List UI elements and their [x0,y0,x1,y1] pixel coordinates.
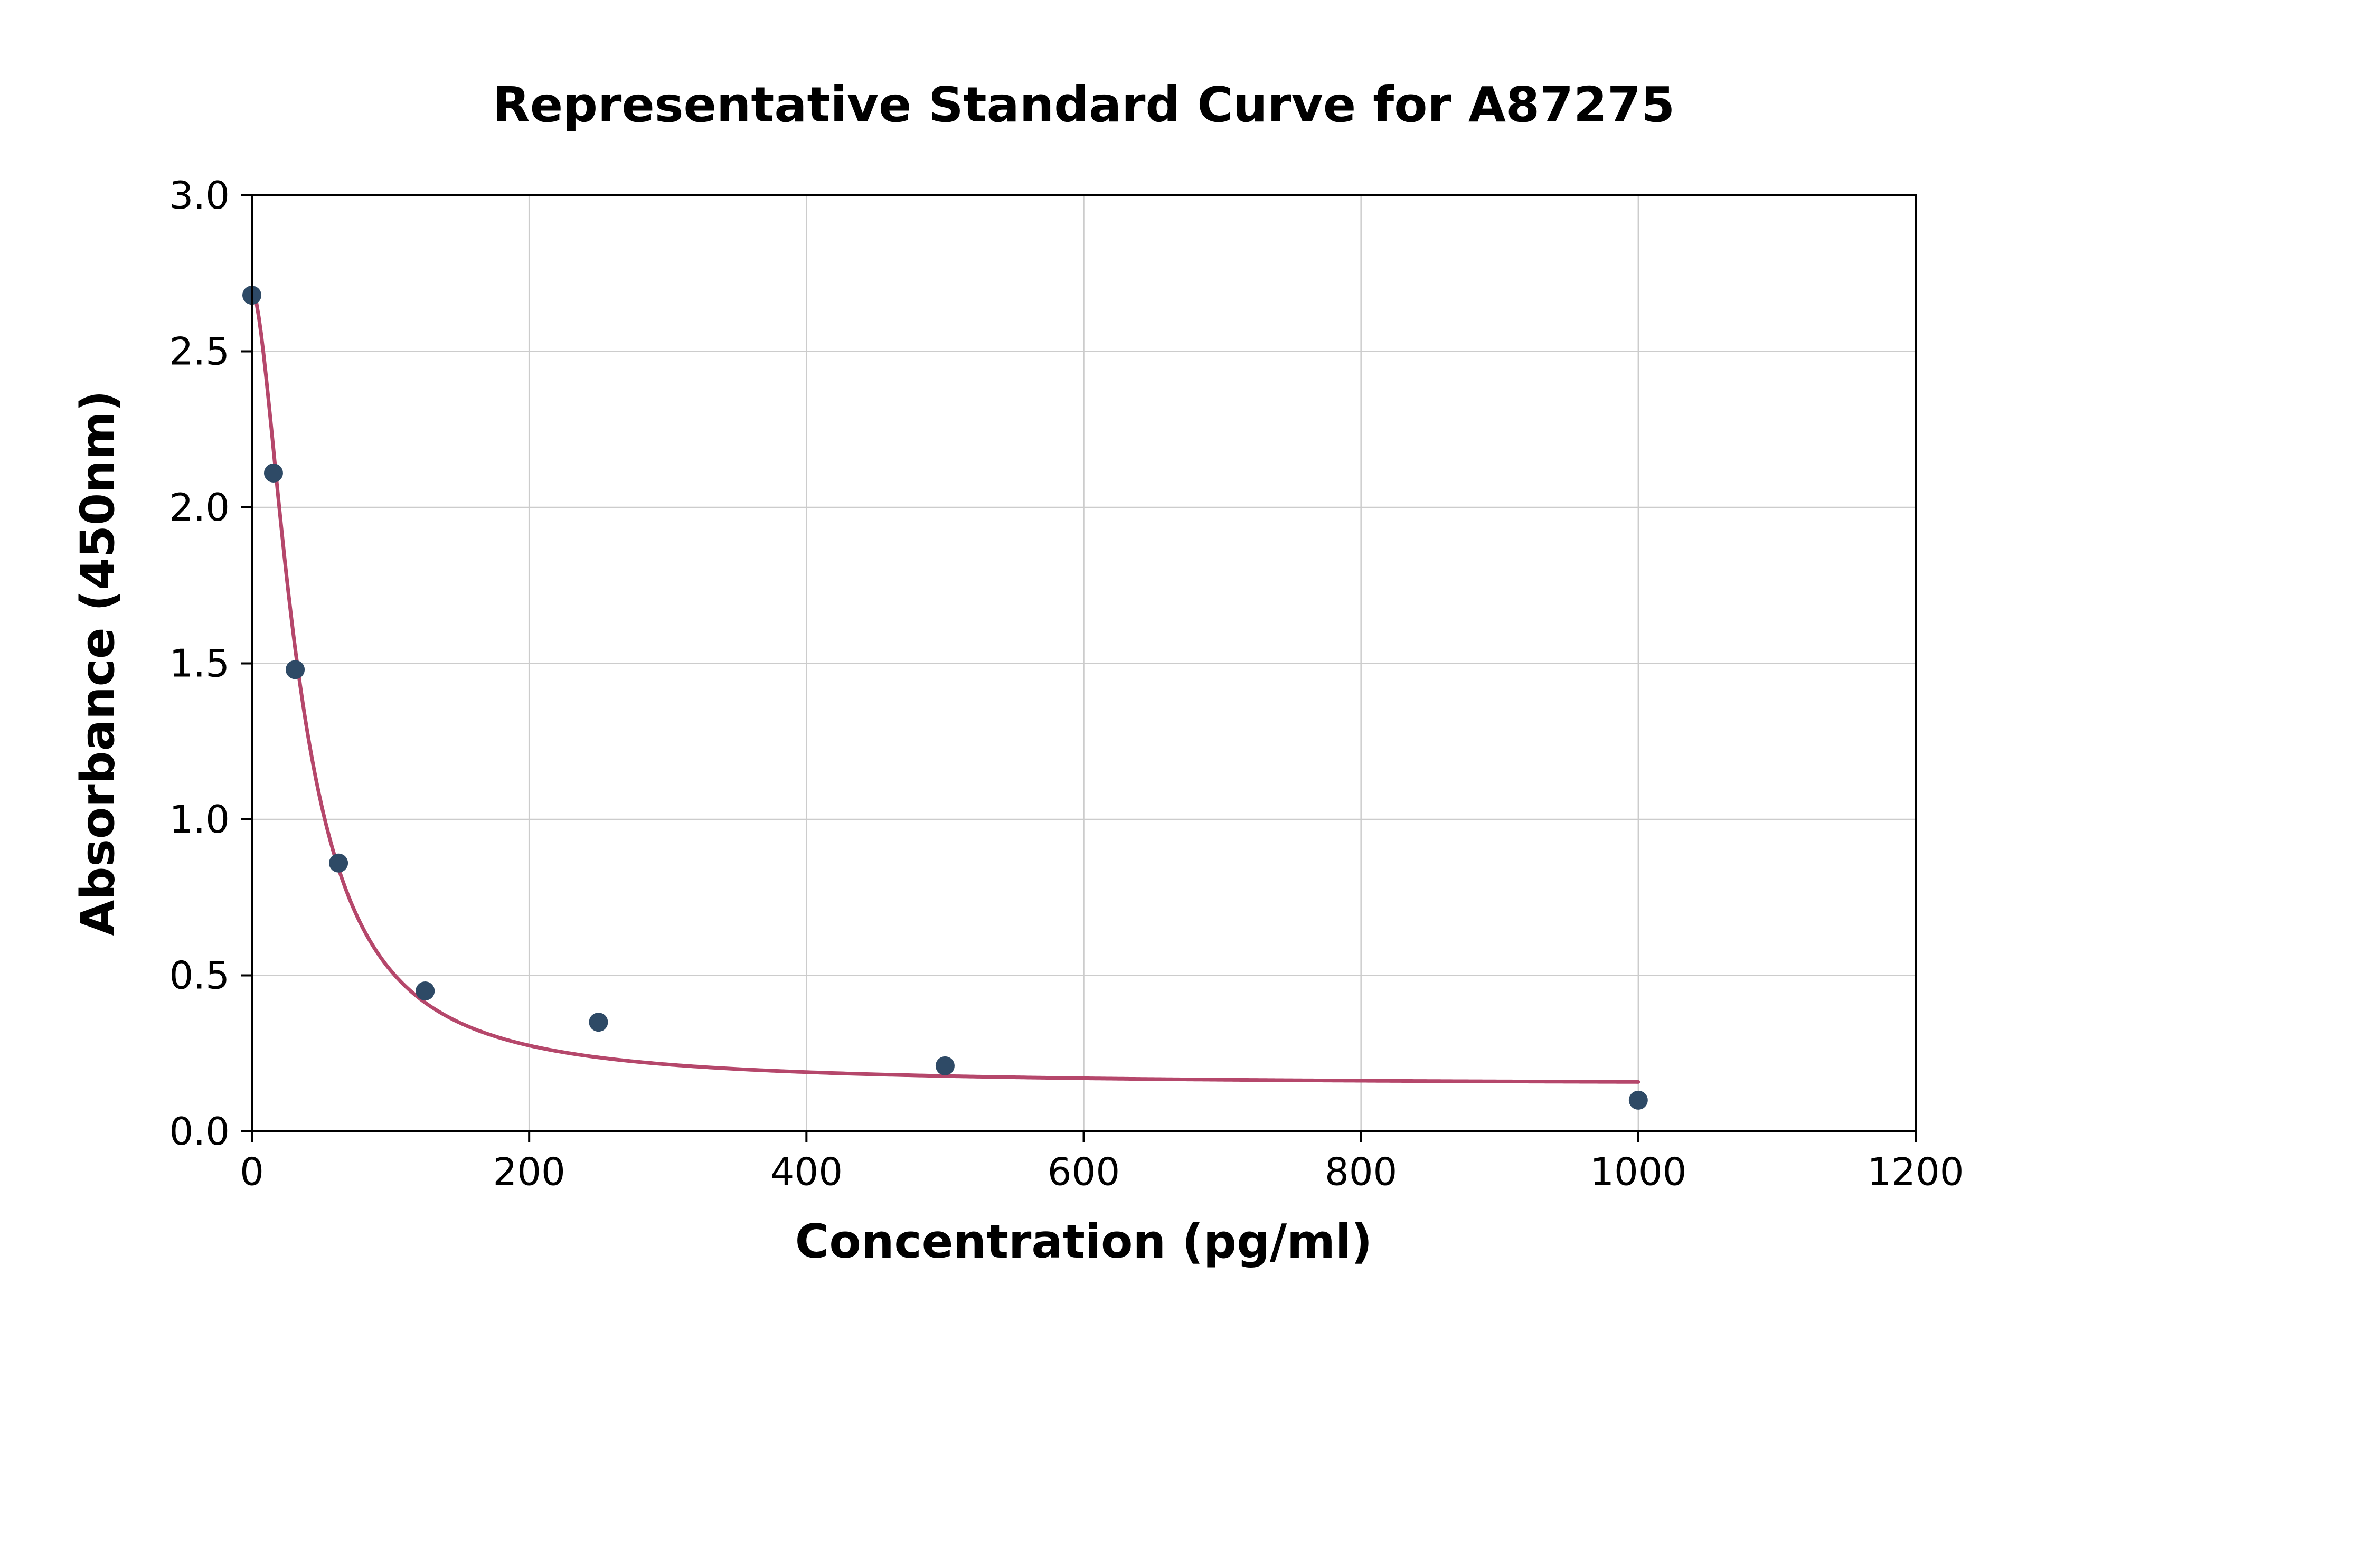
data-point [286,660,305,679]
data-point [416,981,435,1001]
data-point [589,1013,608,1032]
y-tick-label: 3.0 [169,173,230,218]
x-tick-label: 800 [1325,1150,1397,1194]
x-tick-label: 1000 [1590,1150,1686,1194]
data-point [329,853,348,873]
x-tick-label: 0 [240,1150,264,1194]
x-tick-label: 600 [1048,1150,1120,1194]
y-tick-label: 1.5 [169,641,230,686]
y-tick-label: 2.0 [169,485,230,530]
data-point [935,1056,955,1075]
data-point [263,463,283,483]
x-tick-label: 200 [493,1150,565,1194]
fit-curve [250,287,1640,1084]
x-axis-label: Concentration (pg/ml) [795,1214,1373,1269]
y-axis-label: Absorbance (450nm) [70,390,125,936]
x-tick-label: 1200 [1867,1150,1964,1194]
chart-title: Representative Standard Curve for A87275 [492,77,1675,133]
x-tick-label: 400 [770,1150,843,1194]
y-tick-label: 2.5 [169,329,230,374]
data-point [1628,1090,1648,1110]
y-tick-label: 0.0 [169,1109,230,1154]
y-tick-label: 0.5 [169,953,230,998]
y-tick-label: 1.0 [169,797,230,842]
